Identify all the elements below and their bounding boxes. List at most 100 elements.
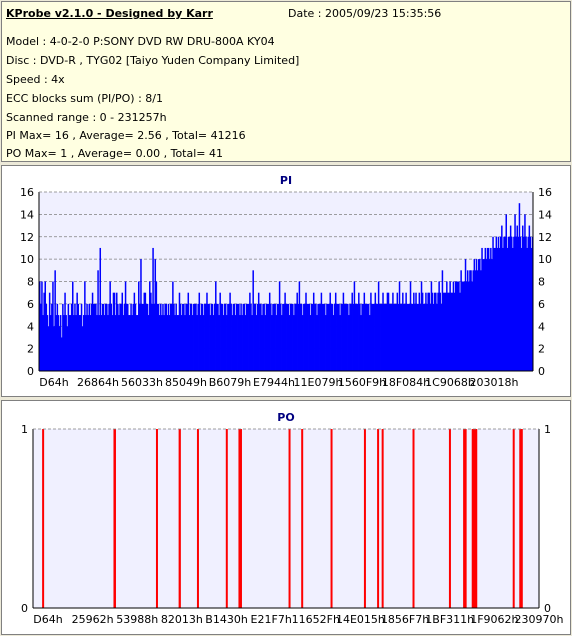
pi-bar — [116, 292, 118, 371]
pi-bar — [509, 225, 512, 371]
pi-bar — [189, 303, 192, 371]
po-ytick-right: 0 — [544, 602, 551, 615]
pi-xtick: 11E079h — [294, 376, 343, 389]
pi-bar — [296, 292, 298, 371]
pi-bar — [242, 303, 245, 371]
pi-chart: PI 0 0 2 2 4 4 6 6 8 8 10 10 12 12 14 14 16 16 D64h 26864h 56… — [20, 174, 552, 389]
pi-bar — [213, 303, 216, 371]
pi-bar — [350, 303, 352, 371]
info-panel: KProbe v2.1.0 - Designed by Karr Date : … — [1, 1, 571, 162]
pi-bar — [187, 292, 190, 371]
pi-bar — [361, 303, 363, 371]
pi-bar — [262, 303, 264, 371]
pi-bar — [376, 303, 379, 371]
pi-bar — [495, 236, 498, 371]
pi-bar — [477, 259, 480, 371]
pi-bar — [171, 303, 173, 371]
po-xtick: B1430h — [205, 613, 248, 626]
pi-bar — [253, 303, 256, 371]
pi-bar — [471, 281, 473, 371]
pi-title: PI — [280, 174, 292, 187]
pi-bar — [479, 259, 481, 371]
pi-bar — [452, 281, 455, 371]
pi-bar — [266, 303, 269, 371]
po-xtick: E21F7h — [251, 613, 292, 626]
pi-bar — [98, 315, 100, 371]
pi-bar — [425, 292, 427, 371]
po-bar — [238, 429, 241, 608]
pi-bar — [520, 247, 523, 371]
pi-bar — [327, 303, 329, 371]
pi-bar — [218, 315, 220, 371]
pi-bar — [487, 247, 490, 371]
pi-bar — [483, 259, 485, 371]
pi-bar — [297, 303, 300, 371]
po-ytick-left: 0 — [21, 602, 28, 615]
pi-bar — [375, 303, 378, 371]
pi-bar — [210, 303, 213, 371]
pi-bar — [273, 303, 275, 371]
po-bar — [288, 429, 291, 608]
po-bar — [377, 429, 380, 608]
pi-bar — [499, 236, 502, 371]
pi-bar — [250, 303, 252, 371]
po-bar — [381, 429, 384, 608]
po-bar — [225, 429, 228, 608]
pi-bar — [433, 292, 436, 371]
pi-bar — [457, 281, 459, 371]
po-summary-line: PO Max= 1 , Average= 0.00 , Total= 41 — [6, 147, 223, 160]
pi-bar — [321, 303, 324, 371]
pi-bar — [366, 303, 369, 371]
pi-bar — [388, 303, 391, 371]
pi-ytick-right: 6 — [538, 298, 545, 311]
pi-bar — [363, 292, 366, 371]
pi-bar — [160, 303, 162, 371]
pi-bar — [463, 281, 466, 371]
pi-bar — [141, 303, 143, 371]
pi-bar — [422, 303, 425, 371]
po-xtick: 1F9062h — [470, 613, 518, 626]
pi-bar — [281, 315, 283, 371]
pi-bar — [173, 303, 175, 371]
pi-bar — [198, 292, 201, 371]
po-bar — [464, 429, 467, 608]
pi-bar — [377, 281, 380, 371]
pi-bar — [469, 270, 471, 371]
pi-bar — [439, 292, 441, 371]
pi-bar — [481, 247, 483, 371]
pi-bar — [517, 236, 520, 371]
pi-ytick-right: 14 — [538, 208, 552, 221]
pi-bar — [157, 303, 160, 371]
pi-bar — [529, 236, 532, 371]
pi-bar — [65, 315, 67, 371]
pi-bar — [144, 292, 147, 371]
pi-bar — [385, 303, 388, 371]
pi-bar — [114, 315, 117, 371]
pi-bar — [417, 303, 419, 371]
pi-bar — [438, 281, 440, 371]
pi-bar — [135, 315, 138, 371]
pi-bar — [233, 303, 236, 371]
pi-summary-line: PI Max= 16 , Average= 2.56 , Total= 4121… — [6, 129, 246, 142]
range-line: Scanned range : 0 - 231257h — [6, 111, 167, 124]
pi-bar — [147, 315, 150, 371]
pi-bar — [392, 292, 394, 371]
po-bar — [519, 429, 522, 608]
pi-bar — [87, 315, 89, 371]
pi-bar — [105, 303, 107, 371]
pi-bar — [272, 303, 274, 371]
pi-bar — [410, 303, 413, 371]
pi-bar — [493, 247, 495, 371]
po-ytick-left: 1 — [21, 423, 28, 436]
pi-bar — [63, 315, 65, 371]
pi-bar — [117, 303, 119, 371]
pi-bar — [310, 303, 313, 371]
pi-bar — [307, 303, 309, 371]
po-chart-panel: PO 0 0 1 1 D64h 25962h 53988h 82013h B1430h E21F7h… — [1, 400, 571, 635]
pi-bar — [359, 303, 361, 371]
pi-bar — [180, 315, 183, 371]
pi-bar — [167, 303, 170, 371]
pi-bar — [303, 303, 305, 371]
pi-bar — [97, 270, 99, 371]
pi-bar — [416, 303, 418, 371]
